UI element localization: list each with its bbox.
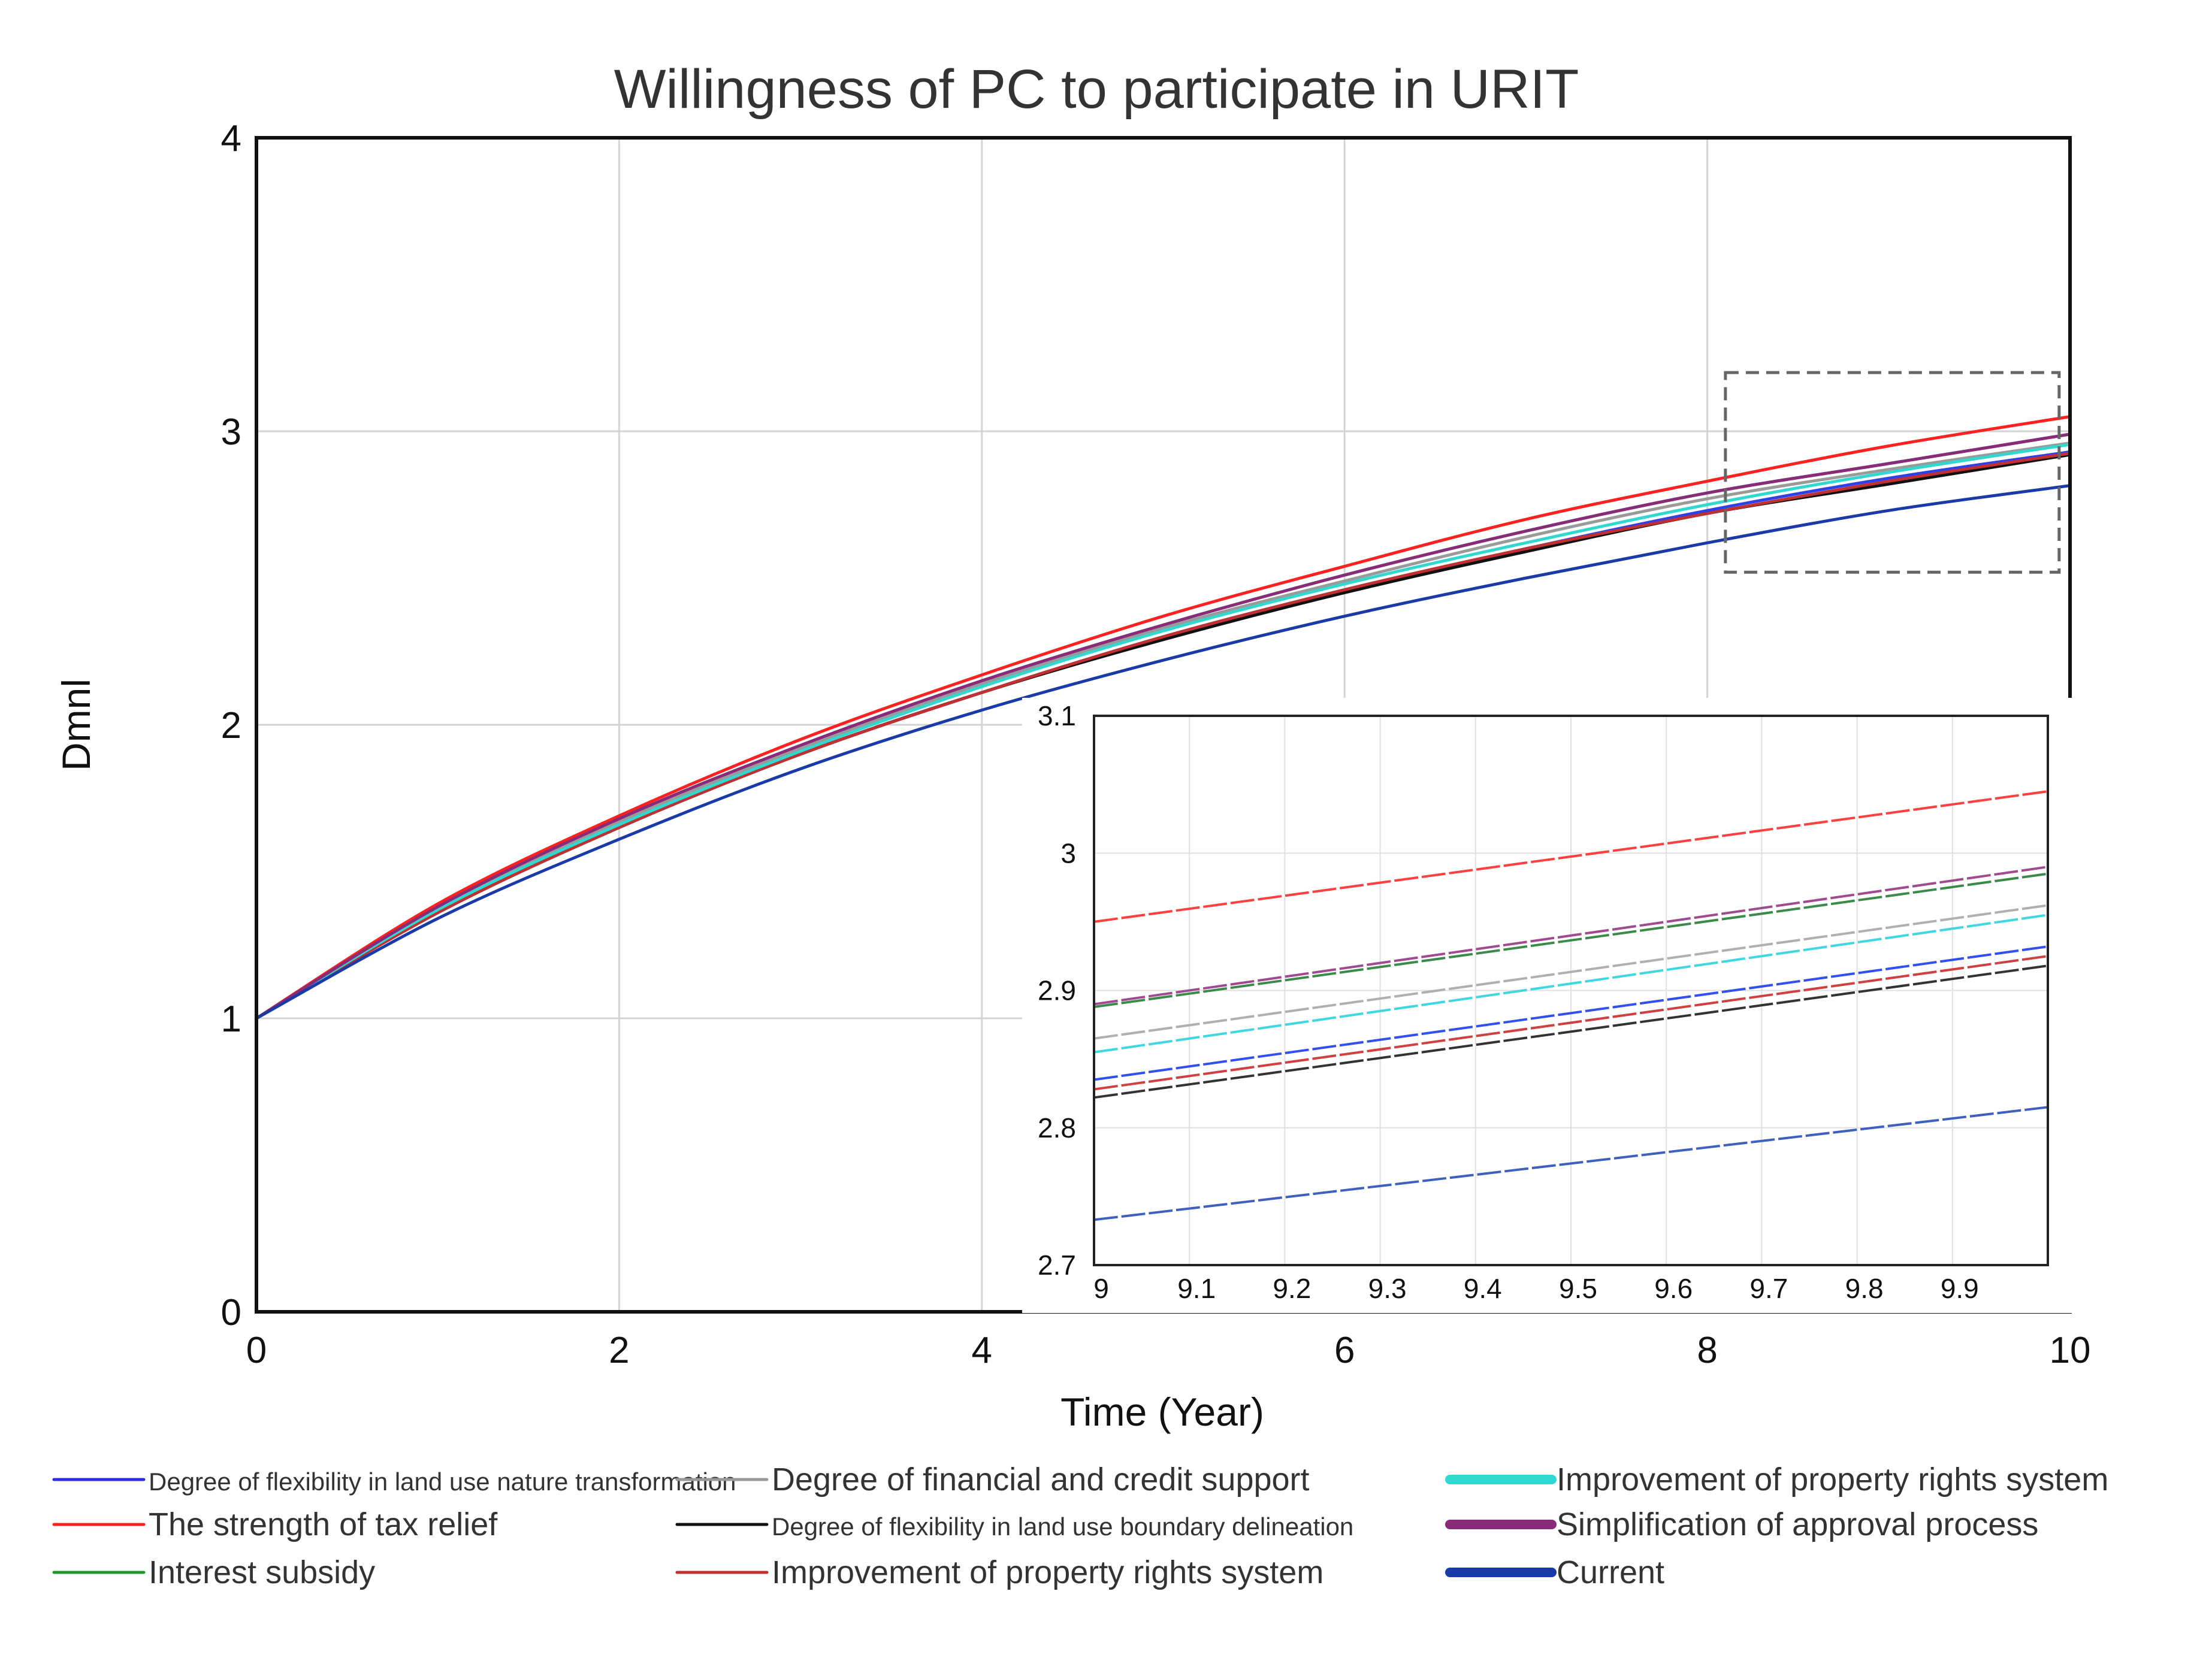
legend-label: Improvement of property rights system: [1557, 1462, 2108, 1498]
inset-series-line-0: [1093, 790, 2048, 923]
y-tick-label: 2: [221, 705, 241, 746]
inset-y-tick-label: 3.1: [1038, 700, 1076, 731]
main-tick-labels: 0 2 4 6 8 10 0 1 2 3 4: [221, 118, 2091, 1371]
chart-title: Willingness of PC to participate in URIT: [614, 59, 1579, 120]
y-tick-label: 4: [221, 118, 241, 159]
x-axis-label: Time (Year): [1060, 1390, 1264, 1434]
series-line-1: [255, 415, 2071, 1020]
inset-x-tick-label: 9.2: [1273, 1273, 1311, 1304]
inset-y-tick-label: 2.8: [1038, 1112, 1076, 1143]
x-tick-label: 2: [609, 1330, 629, 1371]
legend-label: Interest subsidy: [149, 1554, 375, 1590]
series-line-7: [255, 432, 2071, 1020]
inset-x-tick-label: 9.6: [1654, 1273, 1693, 1304]
y-tick-label: 1: [221, 999, 241, 1040]
x-tick-label: 4: [972, 1330, 992, 1371]
inset-x-tick-label: 9.1: [1177, 1273, 1216, 1304]
x-tick-label: 8: [1697, 1330, 1717, 1371]
x-tick-label: 6: [1334, 1330, 1355, 1371]
x-tick-label: 10: [2050, 1330, 2091, 1371]
inset-series-line-1: [1093, 866, 2048, 1006]
legend-label: Simplification of approval process: [1557, 1506, 2038, 1542]
inset-x-tick-label: 9.8: [1845, 1273, 1884, 1304]
legend-label: Improvement of property rights system: [772, 1554, 1323, 1590]
main-series-group: [255, 415, 2071, 1020]
y-tick-label: 0: [221, 1292, 241, 1333]
inset-y-tick-label: 2.7: [1038, 1250, 1076, 1281]
inset-x-tick-label: 9: [1093, 1273, 1109, 1304]
legend-label: Degree of flexibility in land use nature…: [149, 1468, 736, 1496]
legend-label: Degree of financial and credit support: [772, 1462, 1310, 1498]
zoom-region-box: [1724, 371, 2061, 574]
inset-x-tick-label: 9.9: [1941, 1273, 1979, 1304]
series-line-5: [255, 452, 2071, 1020]
x-tick-label: 0: [246, 1330, 267, 1371]
series-line-6: [255, 443, 2071, 1020]
legend-label: Current: [1557, 1554, 1664, 1590]
inset-series-line-7: [1093, 964, 2048, 1099]
inset-grid: [1094, 716, 2048, 1265]
inset-series-line-2: [1093, 872, 2048, 1008]
inset-background: [1022, 698, 2078, 1313]
inset-series-line-4: [1093, 913, 2048, 1054]
legend-label: The strength of tax relief: [149, 1506, 498, 1542]
inset-plot-frame: [1093, 715, 2049, 1266]
inset-y-tick-label: 3: [1060, 837, 1076, 869]
series-line-3: [255, 441, 2071, 1020]
inset-series-line-8: [1093, 1106, 2048, 1221]
inset-series-line-5: [1093, 945, 2048, 1081]
inset-y-tick-label: 2.9: [1038, 975, 1076, 1006]
inset-series-line-3: [1093, 904, 2048, 1040]
inset-x-tick-label: 9.7: [1749, 1273, 1788, 1304]
inset-x-tick-label: 9.4: [1464, 1273, 1502, 1304]
legend: Degree of flexibility in land use nature…: [52, 1462, 2108, 1590]
inset-x-tick-label: 9.5: [1559, 1273, 1597, 1304]
inset-tick-labels: 9 9.1 9.2 9.3 9.4 9.5 9.6 9.7 9.8 9.9 2.7 2.8 2.9 3 3.…: [1038, 700, 1979, 1304]
inset-series-line-6: [1093, 955, 2048, 1091]
inset-series-group: [1093, 790, 2048, 1221]
y-tick-label: 3: [221, 412, 241, 453]
series-line-8: [255, 484, 2071, 1020]
legend-label: Degree of flexibility in land use bounda…: [772, 1512, 1353, 1541]
inset-x-tick-label: 9.3: [1368, 1273, 1407, 1304]
y-axis-label: Dmnl: [54, 679, 98, 771]
